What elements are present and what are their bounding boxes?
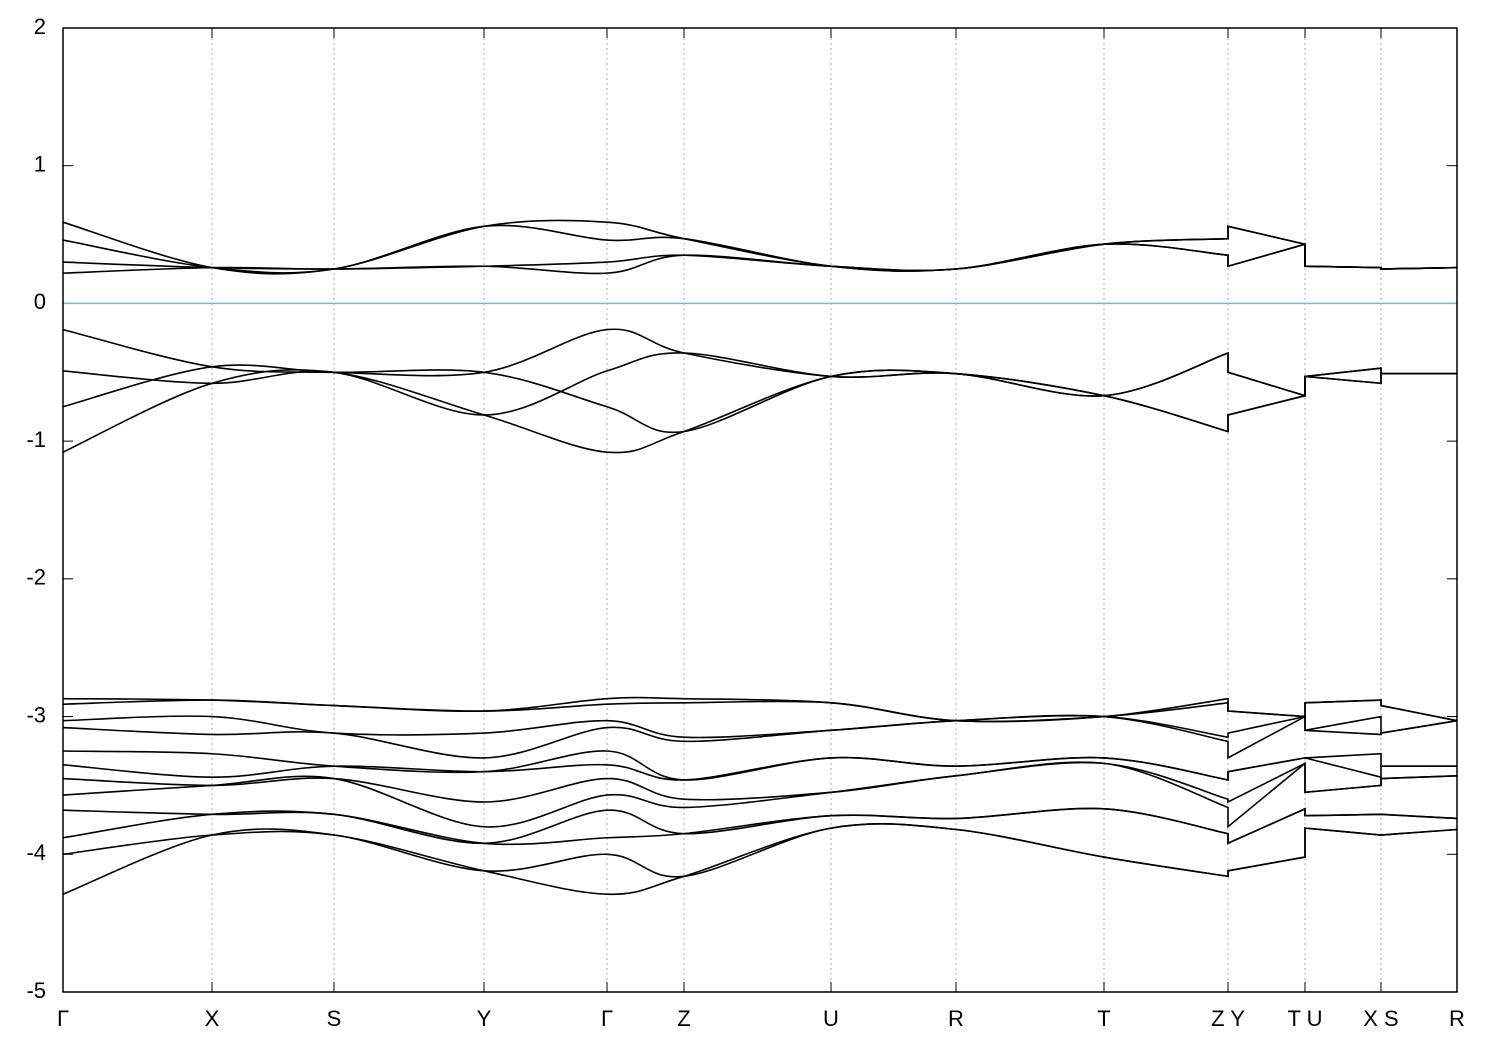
band-line <box>62 756 1457 781</box>
band-line <box>62 807 1458 846</box>
x-tick-label: Z Y <box>1211 1006 1245 1031</box>
x-tick-label: T <box>1097 1006 1110 1031</box>
x-tick-label: Y <box>477 1006 492 1031</box>
band-line <box>62 714 1458 760</box>
x-tick-label: U <box>823 1006 839 1031</box>
band-line <box>62 823 1458 896</box>
y-tick-label: -4 <box>26 840 46 865</box>
x-tick-label: Z <box>677 1006 690 1031</box>
x-tick-label: T U <box>1287 1006 1322 1031</box>
y-tick-label: -2 <box>26 565 46 590</box>
x-tick-label: X S <box>1363 1006 1398 1031</box>
y-tick-label: 2 <box>34 14 46 39</box>
y-tick-label: 0 <box>34 289 46 314</box>
x-tick-label: R <box>1449 1006 1465 1031</box>
band-line <box>62 699 1458 723</box>
x-tick-label: Γ <box>601 1006 613 1031</box>
band-line <box>62 224 1458 274</box>
x-tick-label: Γ <box>57 1006 69 1031</box>
band-line <box>62 761 1458 829</box>
y-tick-label: -3 <box>26 702 46 727</box>
x-tick-label: S <box>327 1006 342 1031</box>
y-tick-label: 1 <box>34 152 46 177</box>
y-tick-label: -5 <box>26 978 46 1003</box>
band-line <box>62 243 1458 275</box>
plot-frame <box>62 27 1458 993</box>
x-tick-label: R <box>948 1006 964 1031</box>
x-tick-label: X <box>205 1006 220 1031</box>
y-tick-label: -1 <box>26 427 46 452</box>
band-line <box>62 369 1457 454</box>
